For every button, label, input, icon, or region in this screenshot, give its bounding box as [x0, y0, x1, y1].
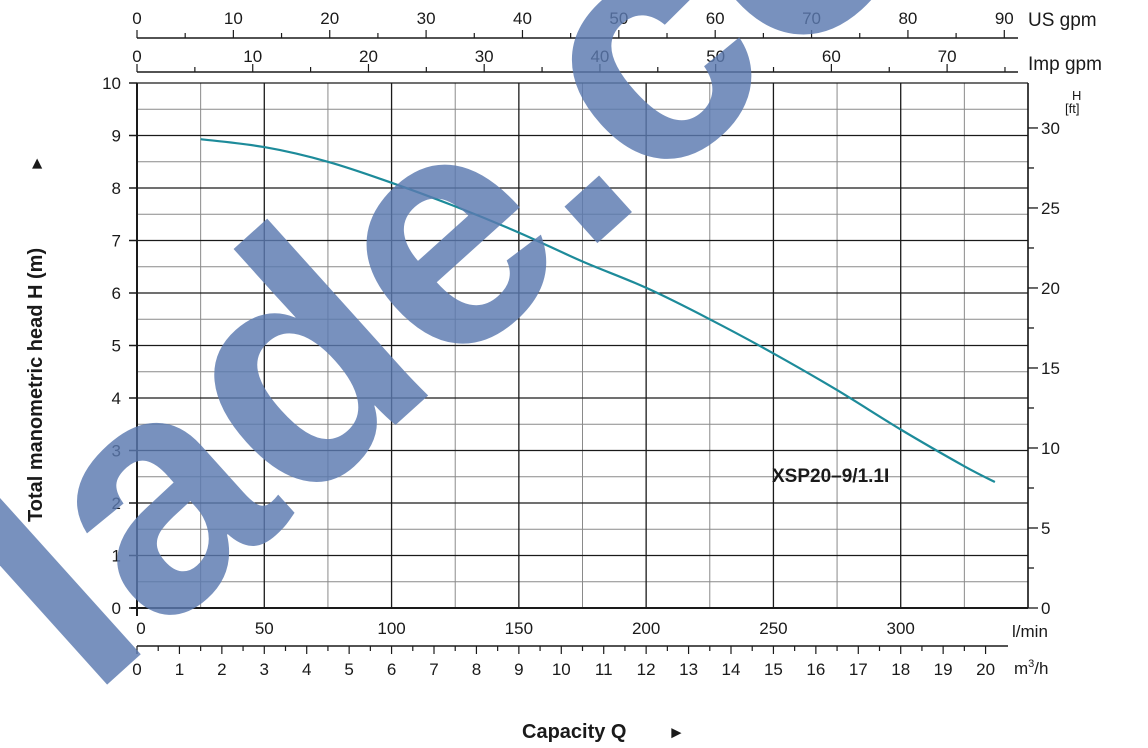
y-axis-arrow: ►: [27, 155, 46, 172]
x-axis-arrow: ►: [668, 723, 685, 742]
y-tick-label-m: 7: [112, 232, 121, 251]
x-tick-label-m3h: 14: [722, 660, 741, 679]
x-tick-label-us-gpm: 50: [609, 9, 628, 28]
unit-label-ft-top: H: [1072, 88, 1081, 103]
x-tick-label-imp-gpm: 20: [359, 47, 378, 66]
x-tick-label-m3h: 5: [344, 660, 353, 679]
x-tick-label-lmin: 300: [887, 619, 915, 638]
y-tick-label-ft: 30: [1041, 119, 1060, 138]
y-tick-label-m: 8: [112, 179, 121, 198]
x-tick-label-us-gpm: 70: [802, 9, 821, 28]
x-tick-label-imp-gpm: 70: [938, 47, 957, 66]
x-tick-label-m3h: 4: [302, 660, 311, 679]
x-tick-label-m3h: 19: [934, 660, 953, 679]
x-tick-label-us-gpm: 10: [224, 9, 243, 28]
x-tick-label-m3h: 12: [637, 660, 656, 679]
x-tick-label-us-gpm: 20: [320, 9, 339, 28]
y-tick-label-m: 5: [112, 337, 121, 356]
unit-label-lmin: l/min: [1012, 622, 1048, 641]
x-tick-label-m3h: 16: [806, 660, 825, 679]
x-tick-label-us-gpm: 0: [132, 9, 141, 28]
x-tick-label-imp-gpm: 50: [706, 47, 725, 66]
x-tick-label-us-gpm: 80: [898, 9, 917, 28]
y-axis-title: Total manometric head H (m): [25, 248, 47, 522]
x-tick-label-m3h: 18: [891, 660, 910, 679]
x-tick-label-m3h: 1: [175, 660, 184, 679]
x-tick-label-imp-gpm: 10: [243, 47, 262, 66]
y-tick-label-m: 6: [112, 284, 121, 303]
series-line: [200, 138, 996, 483]
y-tick-label-m: 10: [102, 74, 121, 93]
x-tick-label-lmin: 250: [759, 619, 787, 638]
x-tick-label-lmin: 200: [632, 619, 660, 638]
x-tick-label-lmin: 50: [255, 619, 274, 638]
x-tick-label-m3h: 0: [132, 660, 141, 679]
x-tick-label-imp-gpm: 0: [132, 47, 141, 66]
x-tick-label-m3h: 17: [849, 660, 868, 679]
y-tick-label-m: 3: [112, 442, 121, 461]
x-tick-label-m3h: 11: [595, 660, 613, 679]
y-tick-label-m: 1: [112, 547, 121, 566]
axes: [129, 30, 1038, 654]
x-tick-label-us-gpm: 90: [995, 9, 1014, 28]
x-tick-label-m3h: 8: [472, 660, 481, 679]
x-tick-label-lmin: 0: [136, 619, 145, 638]
y-axis-title-group: Total manometric head H (m) ►: [25, 155, 47, 522]
y-tick-label-m: 9: [112, 127, 121, 146]
unit-label-m3h: m3/h: [1014, 658, 1048, 678]
x-tick-label-us-gpm: 40: [513, 9, 532, 28]
x-tick-label-m3h: 13: [679, 660, 698, 679]
x-tick-label-m3h: 3: [260, 660, 269, 679]
series-label: XSP20–9/1.1I: [772, 466, 889, 487]
x-tick-label-lmin: 150: [505, 619, 533, 638]
x-tick-label-m3h: 7: [429, 660, 438, 679]
x-tick-label-m3h: 2: [217, 660, 226, 679]
y-tick-label-m: 4: [112, 389, 121, 408]
y-tick-label-ft: 5: [1041, 519, 1050, 538]
y-tick-label-ft: 15: [1041, 359, 1060, 378]
x-tick-label-m3h: 15: [764, 660, 783, 679]
series-layer: [200, 138, 996, 483]
y-tick-label-ft: 20: [1041, 279, 1060, 298]
x-tick-label-imp-gpm: 40: [590, 47, 609, 66]
y-tick-label-ft: 25: [1041, 199, 1060, 218]
x-axis-title: Capacity Q: [522, 721, 626, 743]
x-tick-label-m3h: 6: [387, 660, 396, 679]
x-tick-label-us-gpm: 60: [706, 9, 725, 28]
x-tick-label-m3h: 10: [552, 660, 571, 679]
y-tick-label-m: 2: [112, 494, 121, 513]
x-tick-label-m3h: 20: [976, 660, 995, 679]
x-tick-label-us-gpm: 30: [417, 9, 436, 28]
unit-label-us-gpm: US gpm: [1028, 10, 1097, 31]
grid-major: [137, 82, 1029, 608]
x-tick-label-imp-gpm: 60: [822, 47, 841, 66]
x-tick-label-imp-gpm: 30: [475, 47, 494, 66]
unit-label-imp-gpm: Imp gpm: [1028, 54, 1102, 75]
x-tick-label-lmin: 100: [377, 619, 405, 638]
y-tick-label-ft: 10: [1041, 439, 1060, 458]
x-tick-label-m3h: 9: [514, 660, 523, 679]
unit-label-ft-bottom: [ft]: [1065, 101, 1079, 116]
y-tick-label-m: 0: [112, 599, 121, 618]
y-tick-label-ft: 0: [1041, 599, 1050, 618]
